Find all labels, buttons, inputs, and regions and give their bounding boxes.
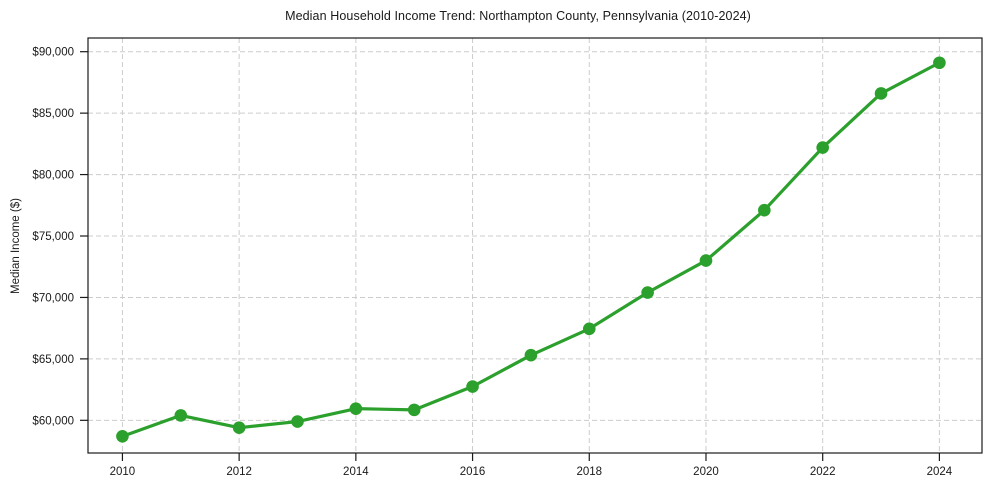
data-point-2016 <box>466 380 479 393</box>
data-point-2023 <box>874 87 888 100</box>
data-point-2010 <box>116 429 129 443</box>
x-tick-label: 2020 <box>693 466 719 478</box>
trend-line <box>120 61 942 438</box>
data-point-2011 <box>174 409 188 422</box>
y-tick-label: $70,000 <box>32 292 74 304</box>
data-point-2012 <box>232 421 246 434</box>
data-point-2018 <box>582 322 596 336</box>
chart-title: Median Household Income Trend: Northampt… <box>285 9 751 23</box>
x-tick-label: 2018 <box>576 466 602 478</box>
y-tick-label: $75,000 <box>32 231 74 243</box>
y-tick-label: $60,000 <box>32 415 74 427</box>
y-tick-label: $85,000 <box>32 108 74 120</box>
data-point-2014 <box>349 402 363 415</box>
x-tick-label: 2014 <box>343 466 369 478</box>
x-tick-label: 2012 <box>226 466 252 478</box>
data-point-2013 <box>291 415 304 428</box>
data-point-2022 <box>816 141 829 154</box>
data-point-2015 <box>407 403 421 417</box>
y-tick-label: $80,000 <box>32 170 74 182</box>
x-tick-label: 2010 <box>110 466 136 478</box>
data-point-2017 <box>524 348 538 362</box>
x-tick-label: 2016 <box>460 466 486 478</box>
axis-frame <box>87 37 983 454</box>
x-tick-label: 2024 <box>927 466 953 478</box>
y-tick-label: $65,000 <box>32 354 74 366</box>
data-point-2019 <box>641 286 654 299</box>
data-point-2020 <box>699 254 713 267</box>
data-point-2021 <box>758 203 771 217</box>
x-tick-label: 2022 <box>810 466 836 478</box>
data-point-2024 <box>933 56 946 70</box>
y-tick-label: $90,000 <box>32 47 74 59</box>
